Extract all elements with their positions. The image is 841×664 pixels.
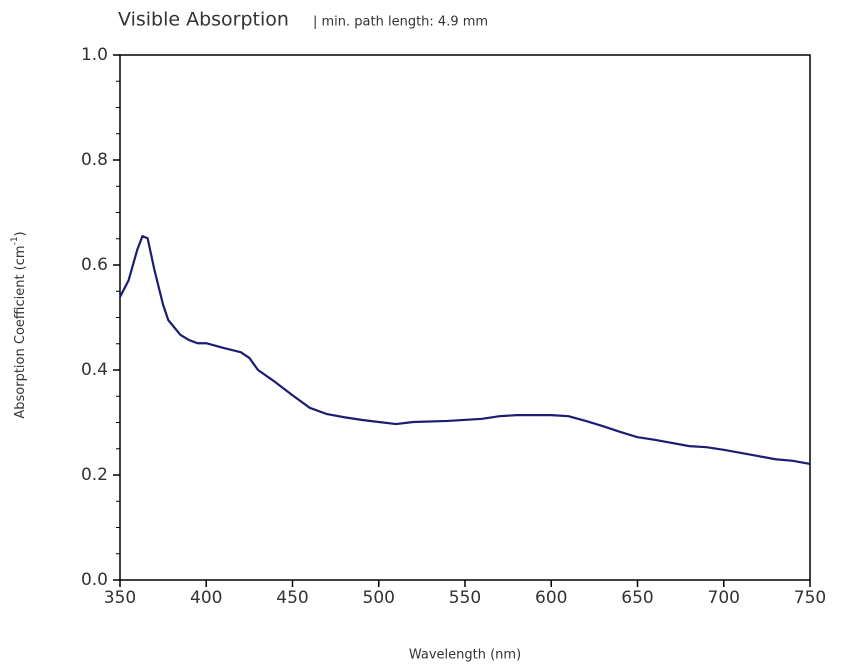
- x-tick-label: 700: [708, 588, 740, 608]
- y-tick-label: 0.8: [81, 150, 108, 170]
- plot-frame: [119, 54, 811, 581]
- y-tick-label: 0.2: [81, 465, 108, 485]
- x-tick-label: 500: [363, 588, 395, 608]
- y-axis-label-sup: -1: [10, 236, 20, 245]
- y-axis-label: Absorption Coefficient (cm-1): [10, 231, 28, 418]
- data-line: [119, 235, 811, 466]
- x-tick-label: 650: [621, 588, 653, 608]
- x-tick-label: 400: [190, 588, 222, 608]
- x-tick-label: 750: [794, 588, 826, 608]
- y-tick-label: 1.0: [81, 45, 108, 65]
- y-tick-label: 0.0: [81, 570, 108, 590]
- chart-title: Visible Absorption: [118, 9, 289, 31]
- x-tick-label: 450: [276, 588, 308, 608]
- x-tick-label: 350: [104, 588, 136, 608]
- x-tick-label: 600: [535, 588, 567, 608]
- x-tick-label: 550: [449, 588, 481, 608]
- y-tick-label: 0.6: [81, 255, 108, 275]
- y-tick-label: 0.4: [81, 360, 108, 380]
- x-axis-label: Wavelength (nm): [409, 648, 521, 663]
- chart-subtitle: | min. path length: 4.9 mm: [313, 15, 488, 30]
- y-axis-label-close: ): [13, 231, 28, 236]
- y-axis-label-text: Absorption Coefficient (cm: [13, 245, 28, 418]
